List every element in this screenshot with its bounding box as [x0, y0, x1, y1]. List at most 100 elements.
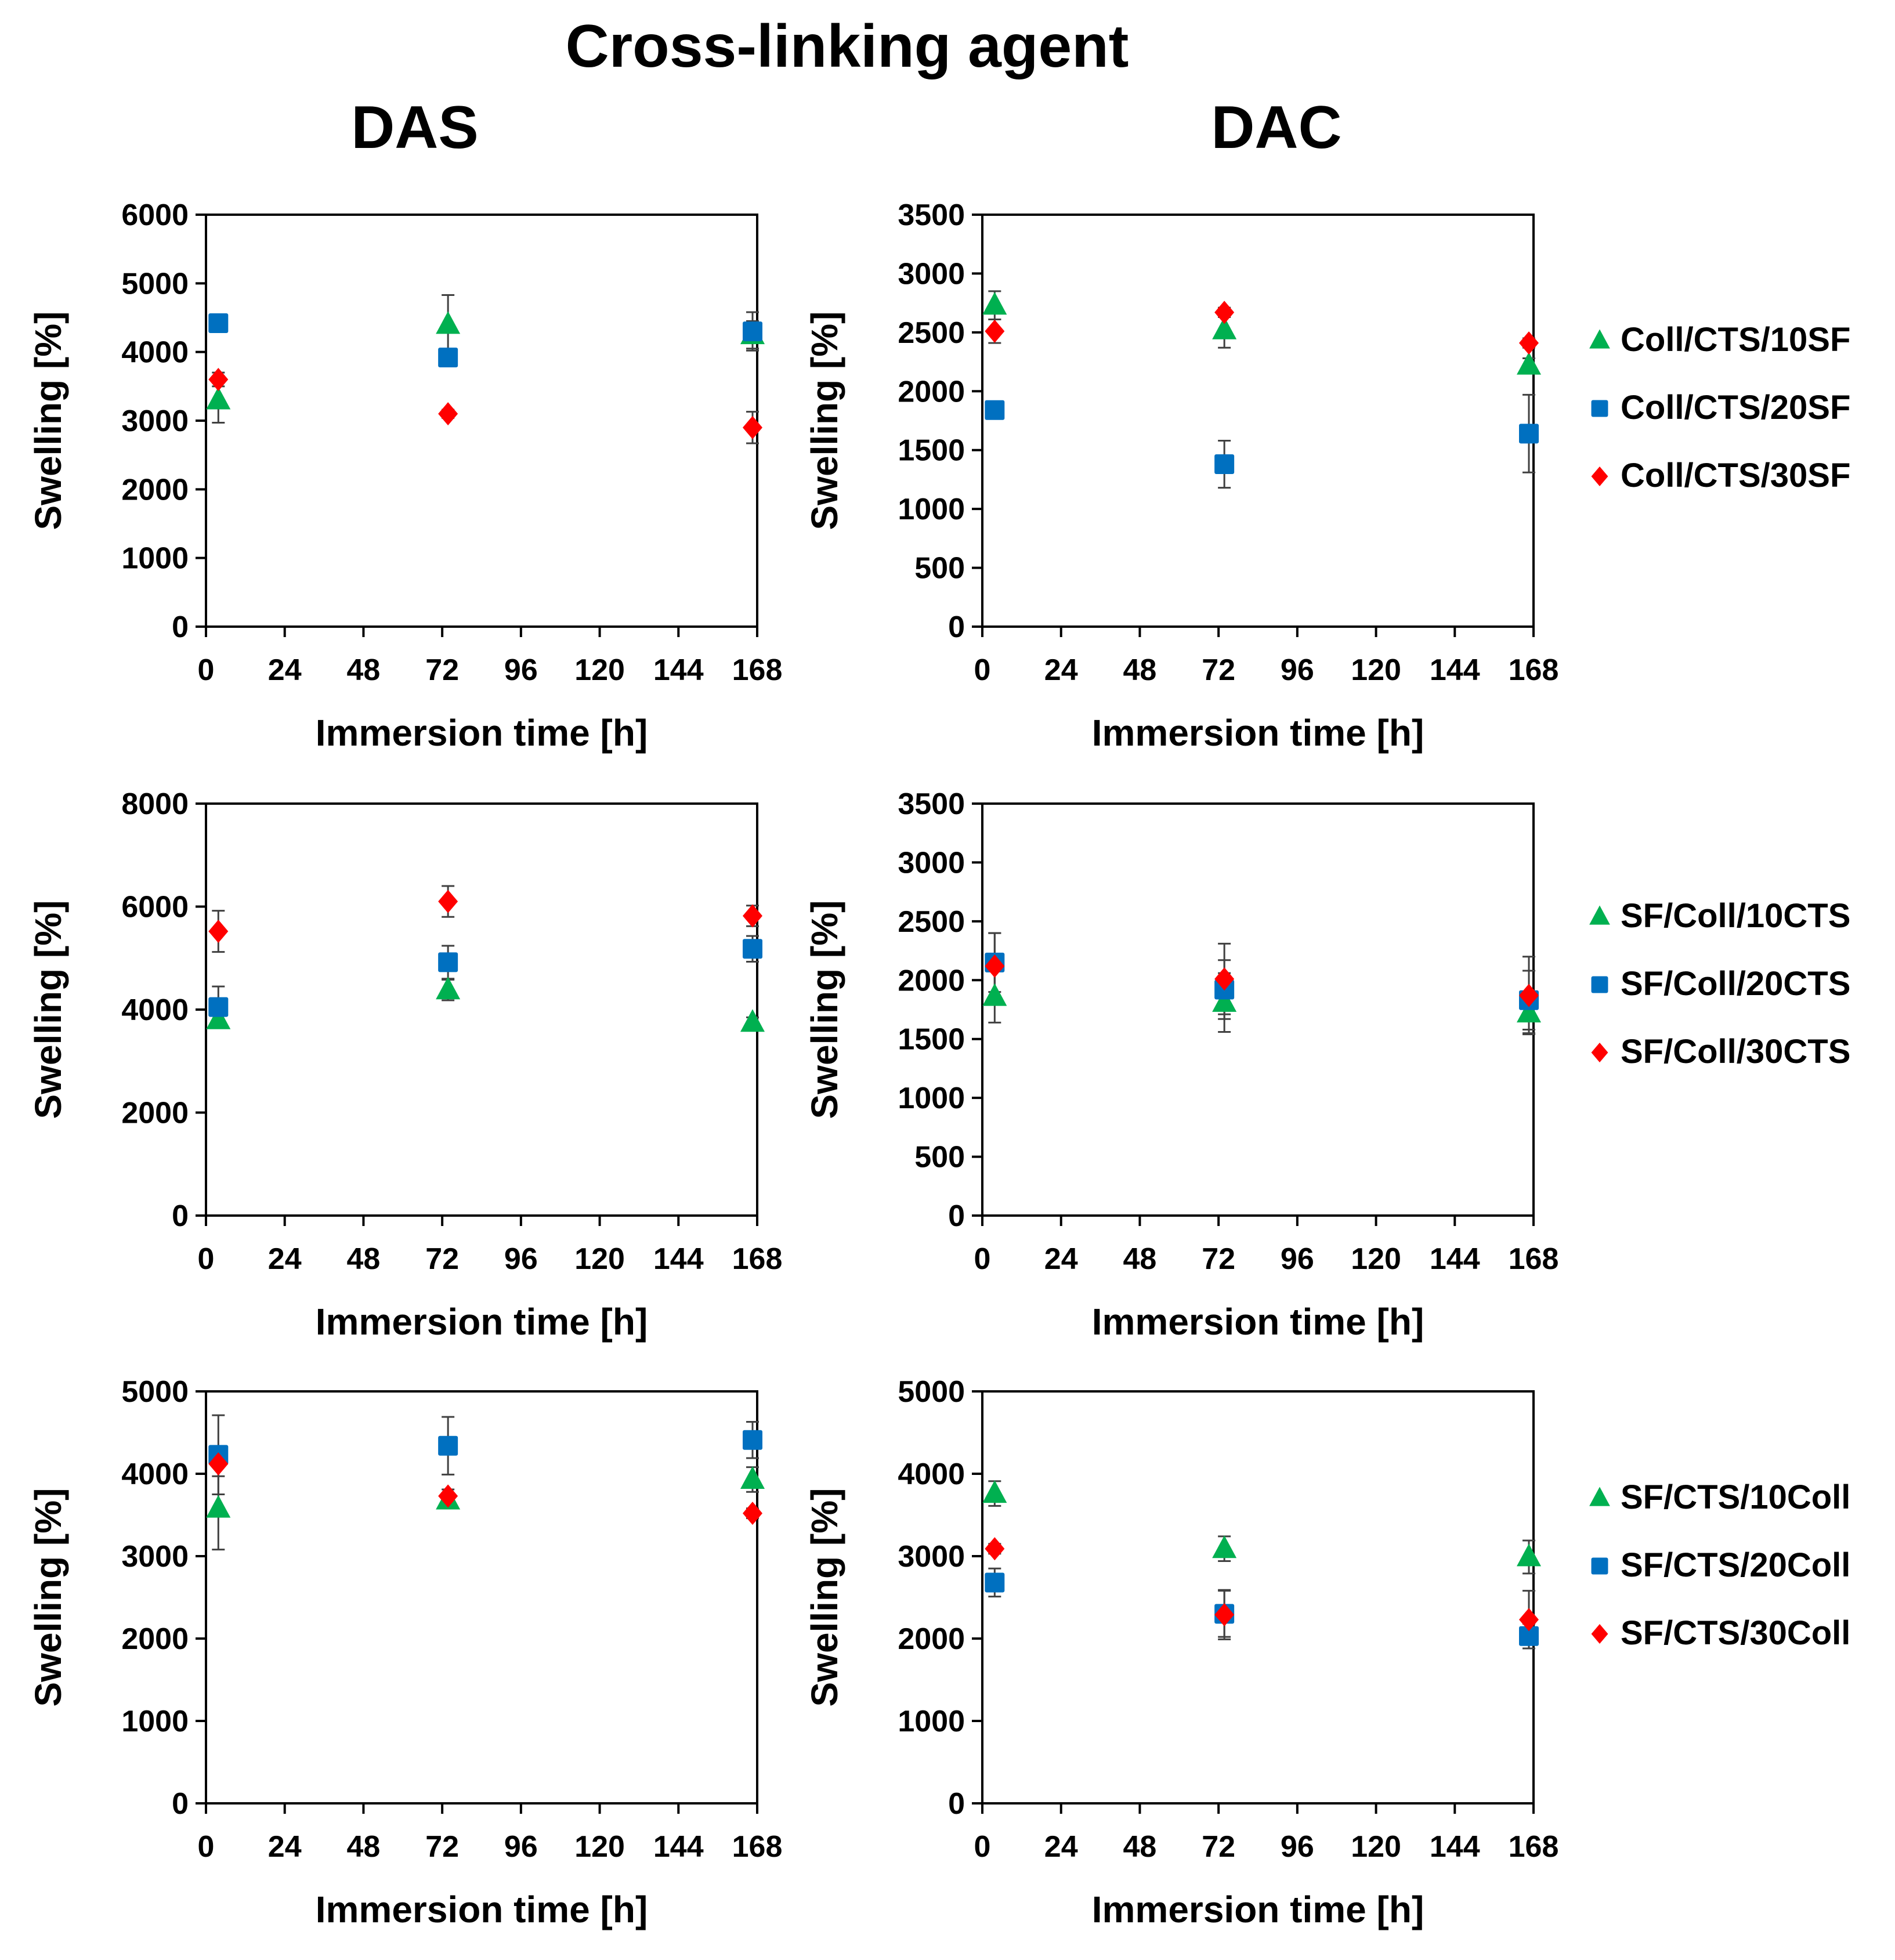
x-tick-label: 72: [425, 1830, 459, 1864]
x-tick-label: 96: [504, 653, 538, 687]
y-tick-label: 4000: [121, 1458, 189, 1491]
data-point: [1212, 989, 1237, 1012]
y-tick-label: 6000: [121, 198, 189, 232]
y-tick-label: 0: [172, 1787, 189, 1821]
x-tick-label: 48: [1123, 1242, 1157, 1276]
x-tick-label: 144: [653, 653, 704, 687]
x-tick-label: 48: [1123, 1830, 1157, 1864]
data-point: [985, 954, 1005, 978]
plot-frame: [981, 802, 1535, 1217]
data-point: [1212, 316, 1237, 339]
y-tick-label: 5000: [898, 1375, 965, 1409]
y-axis-label: Swelling [%]: [27, 901, 69, 1119]
x-axis-label: Immersion time [h]: [1092, 1301, 1424, 1343]
y-tick-label: 0: [172, 1199, 189, 1233]
data-point: [438, 402, 458, 426]
x-tick-label: 144: [1430, 1830, 1480, 1864]
x-tick-label: 24: [1044, 1830, 1078, 1864]
data-point: [743, 415, 762, 439]
x-tick-label: 168: [732, 653, 783, 687]
data-point: [985, 1537, 1005, 1561]
data-point: [982, 292, 1007, 315]
x-tick-label: 72: [1202, 653, 1235, 687]
data-point: [206, 1006, 231, 1029]
legend-marker: [1591, 976, 1608, 993]
data-point: [438, 1435, 458, 1456]
x-tick-label: 168: [732, 1242, 783, 1276]
legend-marker: [1591, 400, 1608, 417]
legend-label: Coll/CTS/10SF: [1621, 321, 1850, 359]
data-point: [1212, 1535, 1237, 1558]
y-tick-label: 4000: [898, 1458, 965, 1491]
y-tick-label: 1000: [898, 493, 965, 526]
data-point: [208, 313, 229, 333]
x-tick-label: 48: [347, 1242, 381, 1276]
x-tick-label: 0: [974, 1830, 991, 1864]
data-point: [1214, 967, 1235, 991]
plot-frame: [981, 1390, 1535, 1804]
plot-frame: [981, 214, 1535, 628]
y-tick-label: 2000: [121, 473, 189, 507]
legend-label: SF/Coll/30CTS: [1621, 1033, 1850, 1071]
y-tick-label: 6000: [121, 891, 189, 924]
x-tick-label: 96: [504, 1242, 538, 1276]
column-title-dac: DAC: [1211, 94, 1341, 161]
y-tick-label: 3500: [898, 787, 965, 821]
data-point: [1214, 1603, 1235, 1626]
y-tick-label: 0: [172, 610, 189, 644]
legend-label: SF/CTS/10Coll: [1621, 1478, 1850, 1516]
x-tick-label: 72: [1202, 1242, 1235, 1276]
x-tick-label: 24: [1044, 653, 1078, 687]
x-tick-label: 120: [574, 653, 625, 687]
x-tick-label: 168: [1509, 653, 1559, 687]
plot-frame: [205, 802, 758, 1217]
y-tick-label: 3000: [898, 257, 965, 291]
y-axis-label: Swelling [%]: [804, 1488, 845, 1707]
legend-label: Coll/CTS/20SF: [1621, 389, 1850, 426]
y-tick-label: 1000: [898, 1705, 965, 1738]
data-point: [438, 348, 458, 368]
data-point: [1519, 331, 1539, 355]
data-point: [985, 319, 1005, 343]
legend-marker: [1589, 329, 1610, 349]
x-tick-label: 96: [504, 1830, 538, 1864]
data-point: [740, 1466, 765, 1489]
x-axis-label: Immersion time [h]: [316, 1301, 648, 1343]
y-tick-label: 2000: [121, 1622, 189, 1656]
legend-row-1: Coll/CTS/10SF Coll/CTS/20SF Coll/CTS/30SF: [1589, 321, 1850, 494]
chart-row1-DAS: 0 1000 2000 3000 4000 5000 6000 0 24 48 72 96 120 144…: [27, 198, 782, 754]
data-point: [438, 1484, 458, 1508]
legend-marker: [1591, 1557, 1608, 1575]
chart-row2-DAS: 0 2000 4000 6000 8000 0 24 48 72 96 120 144 168 Immer…: [27, 787, 782, 1343]
data-point: [740, 1009, 765, 1032]
x-tick-label: 144: [653, 1242, 704, 1276]
x-tick-label: 48: [347, 1830, 381, 1864]
data-point: [1519, 424, 1539, 444]
y-tick-label: 500: [914, 1141, 965, 1174]
y-tick-label: 500: [914, 552, 965, 585]
data-point: [436, 311, 461, 334]
x-tick-label: 96: [1281, 1242, 1314, 1276]
y-tick-label: 2000: [898, 1622, 965, 1656]
legend-marker: [1591, 1043, 1608, 1062]
data-point: [1517, 1543, 1541, 1567]
x-tick-label: 24: [268, 1242, 302, 1276]
y-tick-label: 1500: [898, 434, 965, 468]
x-tick-label: 120: [1351, 653, 1401, 687]
data-point: [743, 1502, 762, 1525]
data-point: [982, 1480, 1007, 1503]
y-tick-label: 1000: [121, 542, 189, 576]
y-tick-label: 0: [948, 610, 965, 644]
data-point: [743, 321, 762, 342]
x-tick-label: 72: [1202, 1830, 1235, 1864]
legend-marker: [1589, 1487, 1610, 1506]
y-tick-label: 3000: [121, 404, 189, 438]
figure-title: Cross-linking agent: [566, 13, 1129, 80]
x-tick-label: 0: [974, 1242, 991, 1276]
y-tick-label: 2000: [898, 964, 965, 997]
legend-label: SF/Coll/20CTS: [1621, 965, 1850, 1003]
data-point: [438, 952, 458, 972]
x-tick-label: 168: [732, 1830, 783, 1864]
y-axis-label: Swelling [%]: [27, 312, 69, 530]
